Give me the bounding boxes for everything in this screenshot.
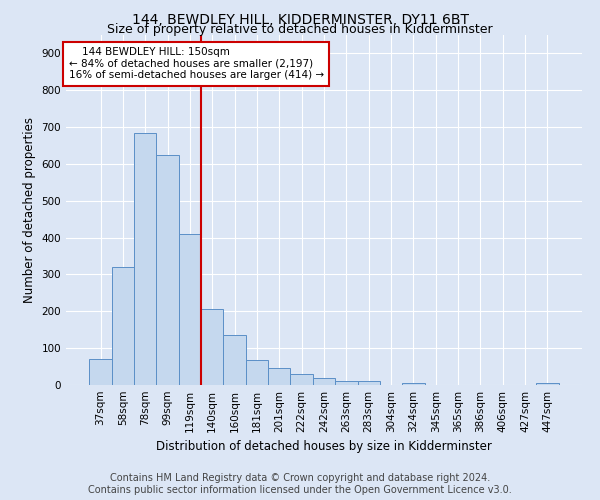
- X-axis label: Distribution of detached houses by size in Kidderminster: Distribution of detached houses by size …: [156, 440, 492, 454]
- Text: 144, BEWDLEY HILL, KIDDERMINSTER, DY11 6BT: 144, BEWDLEY HILL, KIDDERMINSTER, DY11 6…: [131, 12, 469, 26]
- Bar: [313, 378, 335, 385]
- Bar: [268, 368, 290, 385]
- Bar: [335, 381, 358, 385]
- Bar: [402, 383, 425, 385]
- Bar: [89, 359, 112, 385]
- Bar: [157, 154, 179, 385]
- Bar: [246, 360, 268, 385]
- Bar: [290, 374, 313, 385]
- Bar: [134, 132, 157, 385]
- Bar: [179, 234, 201, 385]
- Y-axis label: Number of detached properties: Number of detached properties: [23, 117, 36, 303]
- Bar: [358, 382, 380, 385]
- Bar: [223, 334, 246, 385]
- Bar: [112, 267, 134, 385]
- Text: 144 BEWDLEY HILL: 150sqm
← 84% of detached houses are smaller (2,197)
16% of sem: 144 BEWDLEY HILL: 150sqm ← 84% of detach…: [68, 48, 324, 80]
- Text: Size of property relative to detached houses in Kidderminster: Size of property relative to detached ho…: [107, 22, 493, 36]
- Text: Contains HM Land Registry data © Crown copyright and database right 2024.
Contai: Contains HM Land Registry data © Crown c…: [88, 474, 512, 495]
- Bar: [201, 308, 223, 385]
- Bar: [536, 383, 559, 385]
